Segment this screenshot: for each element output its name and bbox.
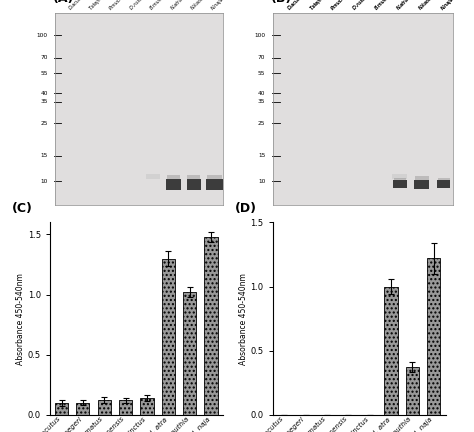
Bar (392, 175, 408, 179)
Bar (406, 367, 419, 415)
Text: D.russelii formosensis: D.russelii formosensis (353, 0, 394, 11)
Text: 15: 15 (258, 153, 265, 158)
Bar (183, 292, 196, 415)
Text: 35: 35 (40, 99, 48, 105)
Text: 35: 35 (258, 99, 265, 105)
Text: B.multicinctus: B.multicinctus (149, 0, 178, 11)
Text: N.kaouthia: N.kaouthia (418, 0, 440, 11)
Text: P.mucrosquamatus: P.mucrosquamatus (109, 0, 145, 11)
Text: 100: 100 (254, 33, 265, 38)
Bar (187, 179, 201, 190)
Text: N.atra: N.atra (170, 0, 184, 11)
Text: D.acutus: D.acutus (68, 0, 87, 11)
Text: T.stejnegeri: T.stejnegeri (88, 0, 112, 11)
Bar (437, 181, 450, 188)
Text: N.kaouthia: N.kaouthia (191, 0, 213, 11)
Text: 100: 100 (36, 33, 48, 38)
Bar (188, 175, 201, 179)
Bar (162, 258, 175, 415)
Text: (D): (D) (235, 202, 256, 215)
Bar (167, 175, 180, 179)
Bar (206, 179, 223, 190)
Text: (B): (B) (271, 0, 292, 5)
Bar (394, 178, 406, 181)
Text: N.atra: N.atra (396, 0, 410, 11)
Y-axis label: Absorbance 450-540nm: Absorbance 450-540nm (16, 273, 25, 365)
Text: T.steinegeri: T.steinegeri (309, 0, 332, 11)
Bar (393, 181, 407, 188)
Text: 15: 15 (40, 153, 48, 158)
Y-axis label: Absorbance 450-540nm: Absorbance 450-540nm (238, 273, 247, 365)
Bar (146, 175, 160, 179)
Bar (427, 258, 440, 415)
Bar (98, 400, 111, 415)
Text: N.naja: N.naja (440, 0, 455, 11)
Text: 10: 10 (258, 179, 265, 184)
Bar (415, 176, 428, 180)
Text: (A): (A) (53, 0, 74, 5)
Bar (119, 400, 132, 415)
Text: P.mucrosquamatus: P.mucrosquamatus (331, 0, 367, 11)
Bar (414, 180, 429, 189)
Text: 25: 25 (40, 121, 48, 126)
Text: D.russelii formosensis: D.russelii formosensis (129, 0, 171, 11)
Text: D.russelii formosensis: D.russelii formosensis (353, 0, 394, 11)
Text: (C): (C) (12, 202, 33, 215)
Text: B.multicinctus: B.multicinctus (374, 0, 402, 11)
Bar (76, 403, 90, 415)
Bar (204, 237, 218, 415)
Text: N.naja: N.naja (211, 0, 226, 11)
Text: 10: 10 (40, 179, 48, 184)
Text: 55: 55 (258, 71, 265, 76)
Text: T.stejnegeri: T.stejnegeri (309, 0, 332, 11)
Text: 40: 40 (40, 91, 48, 96)
Text: N.naja: N.naja (440, 0, 455, 11)
Bar (438, 178, 450, 181)
Text: N.kaouthia: N.kaouthia (418, 0, 440, 11)
Text: D.acutus: D.acutus (287, 0, 306, 11)
Text: 55: 55 (40, 71, 48, 76)
Text: P.mucrosquamatus: P.mucrosquamatus (331, 0, 367, 11)
Text: B.multicinctus: B.multicinctus (374, 0, 402, 11)
Bar (55, 403, 68, 415)
Bar (166, 179, 181, 190)
Text: N.atra: N.atra (396, 0, 410, 11)
Text: 70: 70 (40, 55, 48, 60)
Text: D.acutus: D.acutus (287, 0, 306, 11)
Bar (384, 286, 398, 415)
Bar (140, 398, 154, 415)
Text: 70: 70 (258, 55, 265, 60)
Bar (207, 175, 222, 179)
Text: 40: 40 (258, 91, 265, 96)
Text: 25: 25 (258, 121, 265, 126)
